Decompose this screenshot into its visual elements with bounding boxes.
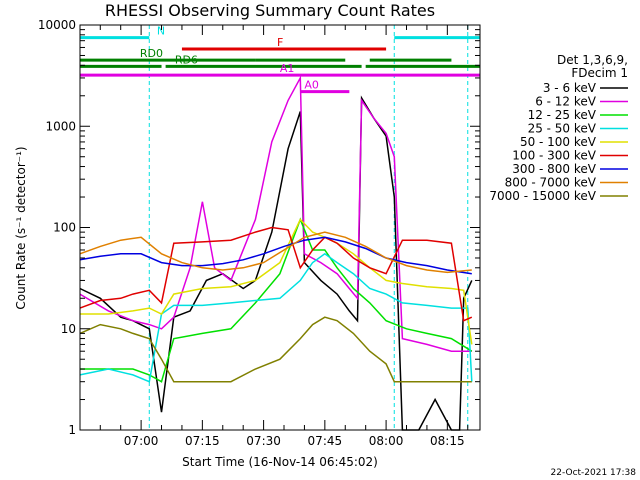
series-line-8 bbox=[79, 316, 472, 383]
status-label-rd0: RD0 bbox=[140, 47, 163, 60]
legend-label-2: 12 - 25 keV bbox=[528, 108, 597, 122]
status-label-a0: A0 bbox=[304, 79, 319, 92]
y-axis-label: Count Rate (s⁻¹ detector⁻¹) bbox=[14, 146, 28, 309]
plot-frame bbox=[79, 24, 481, 431]
y-tick-label: 100 bbox=[53, 221, 76, 235]
legend-header: Det 1,3,6,9, bbox=[557, 53, 628, 67]
status-label-f: F bbox=[277, 36, 283, 49]
legend-label-1: 6 - 12 keV bbox=[535, 95, 597, 109]
status-label-rd6: RD6 bbox=[175, 53, 198, 66]
status-label-n: N bbox=[157, 25, 165, 38]
x-tick-label: 07:45 bbox=[308, 434, 343, 448]
x-axis-label: Start Time (16-Nov-14 06:45:02) bbox=[182, 455, 378, 469]
series-lines bbox=[79, 75, 473, 431]
legend-label-8: 7000 - 15000 keV bbox=[489, 189, 596, 203]
legend-label-3: 25 - 50 keV bbox=[528, 122, 597, 136]
x-tick-label: 08:00 bbox=[369, 434, 404, 448]
legend-label-0: 3 - 6 keV bbox=[543, 81, 597, 95]
y-tick-label: 10000 bbox=[38, 18, 76, 32]
x-tick-label: 07:00 bbox=[124, 434, 159, 448]
chart-title: RHESSI Observing Summary Count Rates bbox=[105, 1, 435, 20]
generation-timestamp: 22-Oct-2021 17:38 bbox=[551, 468, 637, 478]
legend-header: FDecim 1 bbox=[571, 66, 628, 80]
series-line-6 bbox=[79, 236, 472, 275]
x-tick-label: 07:30 bbox=[246, 434, 281, 448]
series-line-2 bbox=[79, 217, 473, 383]
legend-label-7: 800 - 7000 keV bbox=[505, 176, 597, 190]
series-line-5 bbox=[79, 226, 473, 322]
series-line-7 bbox=[79, 231, 472, 274]
status-label-a1: A1 bbox=[280, 62, 295, 75]
x-axis: 07:00 07:15 07:30 07:45 08:00 08:15 bbox=[99, 25, 469, 448]
plot-area bbox=[148, 25, 469, 430]
x-tick-label: 07:15 bbox=[185, 434, 220, 448]
y-tick-label: 1000 bbox=[45, 119, 76, 133]
legend-label-4: 50 - 100 keV bbox=[520, 135, 597, 149]
series-line-3 bbox=[79, 252, 473, 383]
x-tick-label: 08:15 bbox=[430, 434, 465, 448]
y-tick-label: 1 bbox=[68, 423, 76, 437]
legend-label-6: 300 - 800 keV bbox=[512, 162, 596, 176]
y-tick-label: 10 bbox=[61, 322, 76, 336]
status-bars: N F RD0 RD6 A1 A0 bbox=[79, 25, 480, 94]
legend-label-5: 100 - 300 keV bbox=[512, 149, 596, 163]
series-line-4 bbox=[79, 218, 473, 345]
y-axis: 1 10 100 1000 10000 bbox=[38, 18, 480, 437]
